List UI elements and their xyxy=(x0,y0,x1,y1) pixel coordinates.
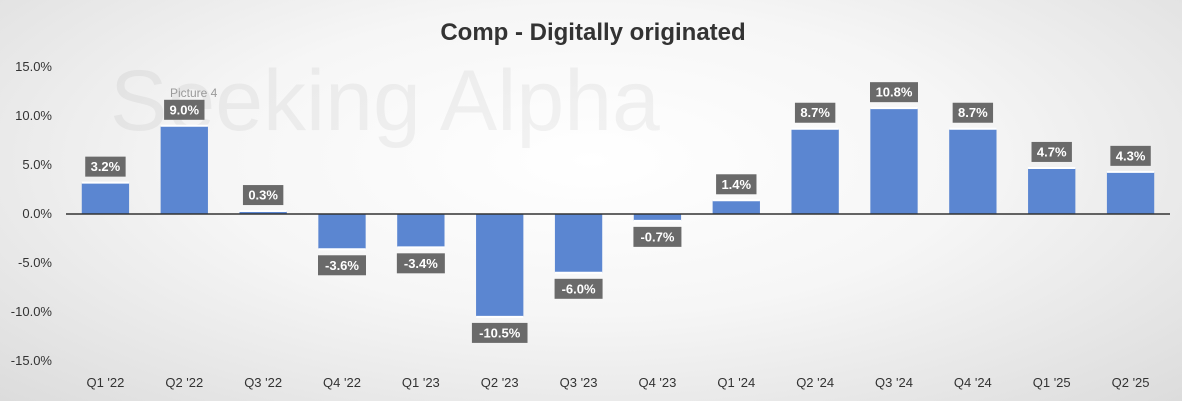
bar xyxy=(239,211,287,214)
bar xyxy=(160,125,208,214)
y-tick-label: 10.0% xyxy=(15,108,52,123)
data-labels: 3.2% 9.0% 0.3% -3.6% -3.4% -10.5% -6.0% -0.7% 1.… xyxy=(85,82,1151,343)
bar xyxy=(633,214,682,221)
data-label-box xyxy=(794,102,836,123)
picture-tag: Picture 4 xyxy=(170,86,218,100)
data-label-box xyxy=(952,102,994,123)
data-label-box xyxy=(318,255,366,276)
x-tick-label: Q4 '23 xyxy=(638,375,676,390)
bar xyxy=(949,128,997,214)
bar xyxy=(476,214,524,317)
bar xyxy=(791,128,839,214)
bar xyxy=(1106,171,1155,214)
data-label-box xyxy=(554,278,603,299)
x-tick-label: Q4 '24 xyxy=(954,375,992,390)
y-tick-label: -10.0% xyxy=(11,304,53,319)
data-label: -6.0% xyxy=(562,281,596,296)
data-label-box xyxy=(633,226,682,247)
y-tick-label: -15.0% xyxy=(11,353,53,368)
y-tick-label: 5.0% xyxy=(22,157,52,172)
data-label: 9.0% xyxy=(169,102,199,117)
x-tick-label: Q3 '23 xyxy=(560,375,598,390)
data-label-box xyxy=(1110,145,1151,166)
x-tick-label: Q1 '24 xyxy=(717,375,755,390)
x-tick-label: Q3 '22 xyxy=(244,375,282,390)
data-label: 3.2% xyxy=(91,159,121,174)
data-label: 4.7% xyxy=(1037,144,1067,159)
x-tick-label: Q1 '23 xyxy=(402,375,440,390)
data-label: 8.7% xyxy=(800,105,830,120)
data-label-box xyxy=(85,156,126,177)
data-label: 10.8% xyxy=(876,85,913,100)
data-label: -3.6% xyxy=(325,258,359,273)
data-label-box xyxy=(870,82,918,103)
data-label: 4.3% xyxy=(1116,148,1146,163)
y-axis: 15.0% 10.0% 5.0% 0.0% -5.0% -10.0% -15.0% xyxy=(11,59,53,368)
y-tick-label: 0.0% xyxy=(22,206,52,221)
y-tick-label: -5.0% xyxy=(18,255,52,270)
x-tick-label: Q2 '23 xyxy=(481,375,519,390)
data-label-box xyxy=(471,322,528,343)
data-label: 8.7% xyxy=(958,105,988,120)
x-tick-label: Q2 '22 xyxy=(165,375,203,390)
data-label-box xyxy=(242,185,284,206)
x-tick-label: Q3 '24 xyxy=(875,375,913,390)
data-label-box xyxy=(716,174,757,195)
x-tick-label: Q2 '25 xyxy=(1112,375,1150,390)
chart-title: Comp - Digitally originated xyxy=(440,19,745,46)
data-label-box xyxy=(1031,141,1072,162)
data-label-box xyxy=(396,253,445,274)
bar xyxy=(397,214,445,248)
bar-series xyxy=(81,107,1155,318)
x-tick-label: Q1 '22 xyxy=(86,375,124,390)
data-label: -0.7% xyxy=(640,229,674,244)
x-axis: Q1 '22 Q2 '22 Q3 '22 Q4 '22 Q1 '23 Q2 '23 Q3 '… xyxy=(86,375,1149,390)
data-label: 1.4% xyxy=(721,177,751,192)
x-tick-label: Q4 '22 xyxy=(323,375,361,390)
data-label: 0.3% xyxy=(248,188,278,203)
x-tick-label: Q2 '24 xyxy=(796,375,834,390)
data-label-box xyxy=(164,99,205,120)
data-label: -10.5% xyxy=(479,325,521,340)
bar xyxy=(554,214,603,273)
data-label: -3.4% xyxy=(404,256,438,271)
bar xyxy=(1028,167,1076,214)
bar xyxy=(318,214,366,250)
x-tick-label: Q1 '25 xyxy=(1033,375,1071,390)
y-tick-label: 15.0% xyxy=(15,59,52,74)
bar xyxy=(712,200,760,214)
bar xyxy=(81,182,130,214)
bar xyxy=(870,108,918,214)
